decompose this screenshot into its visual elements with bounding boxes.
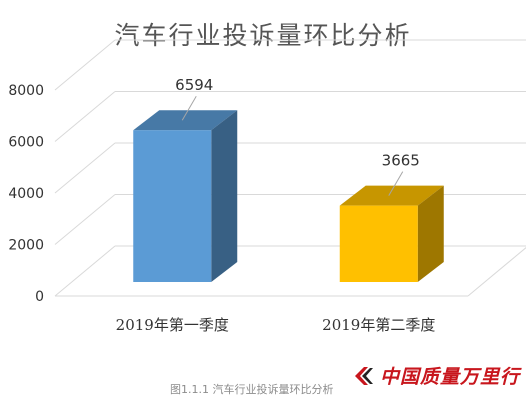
floor-side-edge xyxy=(467,247,526,297)
gridline-depth xyxy=(54,245,116,297)
gridline-depth xyxy=(54,39,116,91)
bar-side xyxy=(417,185,444,282)
bar xyxy=(133,130,212,282)
gridline-depth xyxy=(54,91,116,142)
data-label-leader xyxy=(388,171,404,196)
x-tick-label: 2019年第二季度 xyxy=(322,316,435,334)
chart-title: 汽车行业投诉量环比分析 xyxy=(114,21,412,50)
data-label: 3665 xyxy=(382,152,420,170)
data-label-leader xyxy=(181,95,197,121)
y-tick-label: 8000 xyxy=(8,83,44,99)
figure-caption: 图1.1.1 汽车行业投诉量环比分析 xyxy=(170,383,334,396)
bar-side xyxy=(211,110,238,282)
gridline-depth xyxy=(54,194,116,245)
y-tick-label: 0 xyxy=(35,289,44,305)
bar xyxy=(339,205,418,282)
y-tick-label: 4000 xyxy=(8,186,44,202)
chevron-logo-icon xyxy=(355,366,373,385)
data-label: 6594 xyxy=(175,76,213,94)
y-tick-label: 6000 xyxy=(8,135,44,151)
y-tick-label: 2000 xyxy=(8,238,44,254)
watermark-text: 中国质量万里行 xyxy=(380,366,521,388)
gridline-depth xyxy=(54,142,116,194)
x-tick-label: 2019年第一季度 xyxy=(116,316,229,334)
watermark-logo: 中国质量万里行 xyxy=(352,362,520,389)
bar-top xyxy=(339,185,444,206)
bar-top xyxy=(133,110,238,131)
